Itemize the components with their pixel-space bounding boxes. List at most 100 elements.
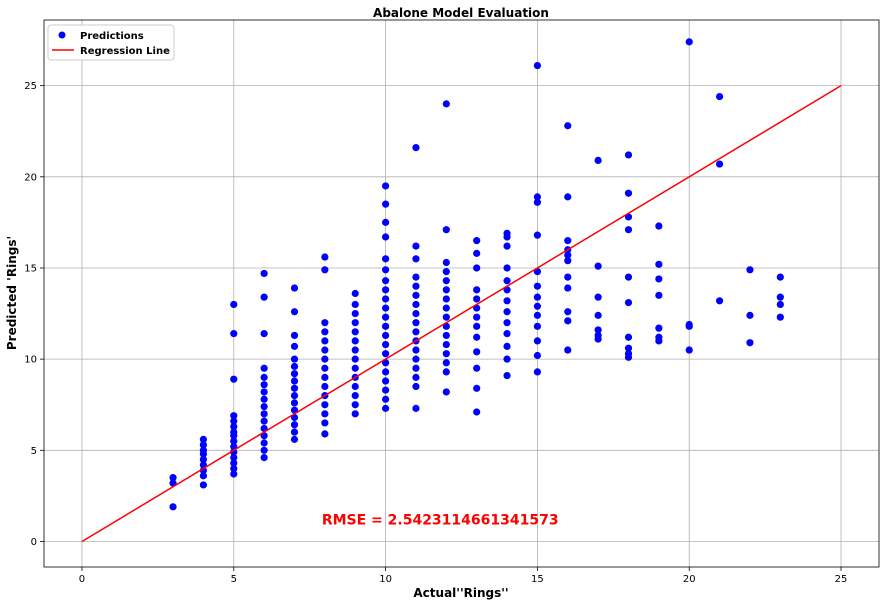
prediction-point	[412, 346, 420, 354]
prediction-point	[533, 302, 542, 310]
prediction-point	[564, 193, 572, 201]
prediction-point	[351, 337, 359, 345]
y-tick-label: 20	[24, 172, 37, 183]
prediction-point	[290, 421, 299, 429]
chart-title: Abalone Model Evaluation	[373, 6, 549, 20]
prediction-point	[503, 330, 511, 338]
x-tick-label: 20	[683, 574, 696, 585]
prediction-point	[503, 308, 511, 316]
prediction-point	[442, 304, 450, 312]
prediction-point	[715, 92, 724, 101]
prediction-point	[533, 198, 542, 206]
prediction-point	[624, 226, 633, 234]
prediction-point	[442, 258, 450, 267]
prediction-point	[381, 377, 390, 385]
prediction-point	[412, 255, 420, 263]
prediction-point	[503, 264, 511, 272]
x-tick-label: 5	[231, 574, 237, 585]
x-axis-title: Actual''Rings''	[413, 586, 508, 600]
prediction-point	[321, 364, 329, 372]
prediction-point	[473, 408, 481, 416]
prediction-point	[624, 333, 633, 341]
prediction-point	[199, 455, 208, 464]
legend-regression-label: Regression Line	[80, 46, 170, 57]
prediction-point	[381, 386, 390, 394]
prediction-point	[381, 331, 390, 340]
prediction-point	[442, 368, 450, 376]
prediction-point	[351, 401, 359, 409]
prediction-point	[412, 273, 420, 281]
plot-area-frame	[43, 19, 880, 568]
prediction-point	[533, 61, 542, 70]
prediction-point	[290, 355, 299, 363]
prediction-point	[624, 189, 633, 197]
prediction-point	[655, 260, 663, 268]
prediction-point	[321, 319, 329, 327]
prediction-point	[230, 454, 238, 462]
prediction-point	[321, 373, 329, 381]
prediction-point	[655, 222, 663, 230]
prediction-point	[381, 286, 390, 294]
prediction-point	[230, 437, 238, 445]
prediction-point	[473, 364, 481, 372]
prediction-point	[199, 435, 208, 443]
prediction-point	[412, 242, 420, 250]
prediction-point	[321, 410, 329, 418]
prediction-point	[685, 38, 693, 46]
prediction-point	[564, 284, 572, 292]
prediction-point	[260, 330, 268, 338]
prediction-point	[776, 313, 784, 321]
regression-line-group	[81, 84, 842, 543]
prediction-point	[533, 337, 542, 345]
prediction-point	[746, 311, 754, 319]
prediction-point	[290, 284, 299, 292]
prediction-point	[564, 122, 572, 130]
prediction-point	[564, 346, 572, 354]
prediction-point	[442, 295, 450, 303]
prediction-point	[624, 350, 633, 358]
prediction-point	[321, 337, 329, 345]
prediction-point	[260, 364, 268, 372]
prediction-point	[260, 439, 268, 447]
prediction-point	[230, 375, 238, 383]
prediction-point	[442, 313, 450, 321]
prediction-point	[351, 309, 359, 318]
prediction-point	[199, 481, 208, 489]
x-tick-label: 0	[79, 574, 85, 585]
prediction-point	[746, 339, 754, 347]
prediction-point	[381, 233, 390, 241]
prediction-point	[290, 428, 299, 436]
prediction-point	[473, 333, 481, 341]
prediction-point	[412, 282, 420, 290]
prediction-point	[776, 293, 784, 301]
regression-line	[81, 84, 842, 543]
prediction-point	[473, 384, 481, 392]
prediction-point	[381, 395, 390, 403]
prediction-point	[381, 295, 390, 303]
prediction-point	[230, 448, 238, 456]
prediction-point	[533, 311, 542, 319]
prediction-point	[381, 340, 390, 349]
prediction-point	[260, 395, 268, 403]
prediction-point	[381, 255, 390, 263]
prediction-point	[351, 392, 359, 400]
prediction-point	[290, 377, 299, 385]
prediction-point	[351, 328, 359, 336]
prediction-point	[594, 311, 602, 319]
prediction-point	[503, 355, 511, 363]
prediction-point	[230, 470, 238, 478]
prediction-point	[564, 317, 572, 325]
prediction-point	[442, 268, 450, 276]
prediction-point	[321, 401, 329, 409]
prediction-point	[290, 308, 299, 316]
rmse-annotation: RMSE = 2.5423114661341573	[322, 513, 559, 529]
prediction-point	[473, 249, 481, 257]
prediction-point	[260, 269, 268, 278]
prediction-point	[351, 410, 359, 418]
prediction-point	[442, 359, 450, 367]
prediction-point	[533, 193, 542, 201]
prediction-point	[260, 410, 268, 418]
prediction-point	[260, 293, 268, 301]
prediction-point	[260, 454, 268, 462]
prediction-point	[685, 346, 693, 354]
